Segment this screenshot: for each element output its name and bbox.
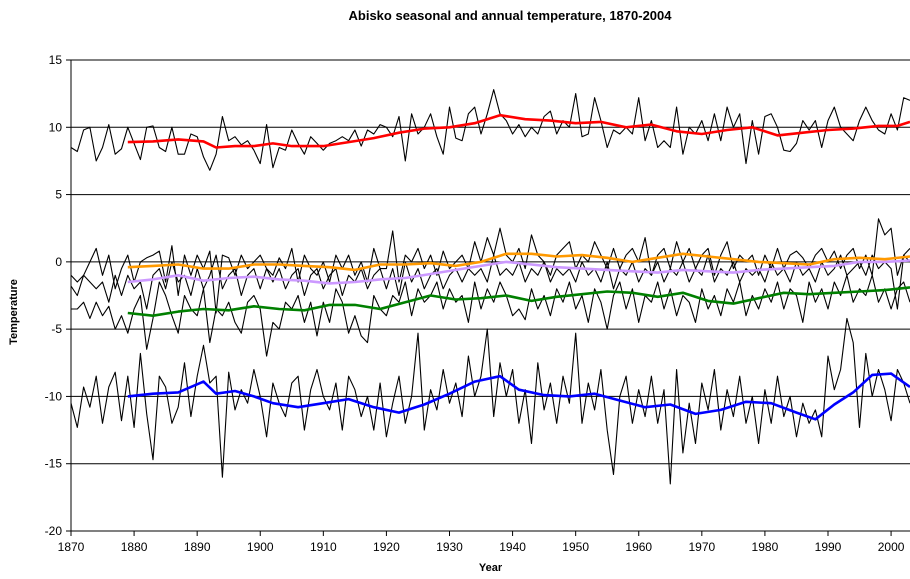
x-tick-label: 1950 <box>562 540 589 554</box>
y-tick-label: -10 <box>45 389 63 403</box>
y-tick-label: -5 <box>51 322 62 336</box>
smoothed-series-line <box>127 113 910 149</box>
x-tick-label: 1880 <box>121 540 148 554</box>
x-tick-label: 1970 <box>688 540 715 554</box>
x-tick-labels: 1870 1880 1890 1900 1910 1920 1930 1940 1950 1960… <box>58 540 905 554</box>
x-tick-label: 1920 <box>373 540 400 554</box>
axes <box>66 59 910 536</box>
y-tick-label: 0 <box>55 255 62 269</box>
annual-series-line <box>70 218 910 314</box>
annual-series-line <box>71 274 910 357</box>
y-tick-label: 5 <box>55 188 62 202</box>
gridlines <box>71 59 910 465</box>
smoothed-series-line <box>127 259 910 285</box>
y-tick-label: -15 <box>45 457 63 471</box>
smoothed-series-line <box>127 286 910 318</box>
annual-series-line <box>70 317 910 485</box>
x-tick-label: 1870 <box>58 540 85 554</box>
x-tick-label: 1890 <box>184 540 211 554</box>
x-tick-label: 1930 <box>436 540 463 554</box>
y-tick-label: 10 <box>49 120 63 134</box>
x-tick-label: 1960 <box>625 540 652 554</box>
x-tick-label: 1910 <box>310 540 337 554</box>
y-tick-label: -20 <box>45 524 63 538</box>
annual-series-line <box>70 89 910 171</box>
chart-title: Abisko seasonal and annual temperature, … <box>348 8 672 23</box>
smoothed-series-line <box>127 252 910 272</box>
y-tick-labels: -20 -15 -10 -5 0 5 10 15 <box>45 53 63 538</box>
x-axis-label: Year <box>478 562 503 574</box>
smoothed-series-line <box>127 372 910 421</box>
series-lines <box>70 89 910 485</box>
x-tick-label: 1900 <box>247 540 274 554</box>
y-tick-label: 15 <box>49 53 63 67</box>
annual-series-line <box>70 254 910 310</box>
x-tick-label: 1980 <box>752 540 779 554</box>
x-tick-label: 1940 <box>499 540 526 554</box>
x-tick-label: 2000 <box>878 540 905 554</box>
x-tick-label: 1990 <box>815 540 842 554</box>
